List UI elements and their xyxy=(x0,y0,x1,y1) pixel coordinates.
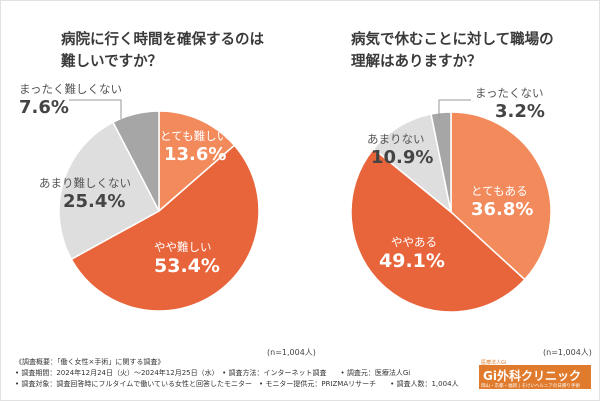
pie-1-slice-4 xyxy=(112,110,160,212)
slice-value: 36.8% xyxy=(471,199,534,220)
pie-2-slice-1 xyxy=(450,111,552,281)
pie-1-slice-2 xyxy=(70,144,260,312)
chart-2-annotation-3: あまりない 10.9% xyxy=(367,131,433,168)
survey-note-title: 《調査概要：「働く女性×手術」に関する調査》 xyxy=(15,358,165,366)
chart-2-n-label: (n=1,004人) xyxy=(543,348,592,357)
logo-name: Gi外科クリニック xyxy=(483,369,581,383)
slice-value: 53.4% xyxy=(154,255,220,277)
chart-1-annotation-1: とても難しい 13.6% xyxy=(160,128,228,165)
slice-value: 13.6% xyxy=(164,144,227,165)
slice-label: あまり難しくない xyxy=(39,176,131,190)
pie-chart-1 xyxy=(58,110,260,312)
pie-chart-2 xyxy=(350,111,552,313)
pie-2-slice-2 xyxy=(350,147,526,313)
pie-2-slice-3 xyxy=(372,113,453,214)
callout-line-2 xyxy=(438,99,471,119)
chart-2-title: 病気で休むことに対して職場の 理解はありますか？ xyxy=(351,32,554,70)
chart-1-annotation-3: あまり難しくない 25.4% xyxy=(39,175,131,212)
logo-tagline: 医療法人Gi xyxy=(481,360,507,366)
chart-1-annotation-4: まったく難しくない 7.6% xyxy=(19,81,122,118)
pie-1-slice-3 xyxy=(58,121,161,261)
pie-2-slice-4 xyxy=(430,111,452,213)
slice-value: 7.6% xyxy=(19,97,69,118)
slice-label: あまりない xyxy=(367,132,425,146)
slice-label: とてもある xyxy=(471,184,528,198)
chart-2-annotation-1: とてもある 36.8% xyxy=(471,183,533,220)
slice-label: まったく難しくない xyxy=(19,82,123,96)
chart-2-annotation-4: まったくない 3.2% xyxy=(475,85,545,122)
pie-1-slice-1 xyxy=(158,110,236,213)
slice-label: ややある xyxy=(391,235,437,249)
chart-1-annotation-2: やや難しい 53.4% xyxy=(154,239,220,277)
chart-1-n-label: (n=1,004人) xyxy=(267,348,316,357)
slice-label: やや難しい xyxy=(154,240,212,254)
slice-value: 10.9% xyxy=(371,147,434,168)
slice-value: 3.2% xyxy=(495,101,545,122)
survey-note-line: • 調査期間：2024年12月24日（火）〜2024年12月25日（水） • 調… xyxy=(15,369,411,377)
chart-2-annotation-2: ややある 49.1% xyxy=(379,234,445,272)
logo-sub: 岡山・京都・福岡 | そけいヘルニアの日帰り手術 xyxy=(481,384,580,389)
slice-value: 49.1% xyxy=(379,250,445,272)
survey-note-line: • 調査対象：調査回答時にフルタイムで働いている女性と回答したモニター • モニ… xyxy=(15,380,459,388)
chart-1-title: 病院に行く時間を確保するのは 難しいですか？ xyxy=(61,32,264,70)
logo-box xyxy=(479,365,591,389)
survey-notes: 《調査概要：「働く女性×手術」に関する調査》 • 調査期間：2024年12月24… xyxy=(15,357,475,390)
clinic-logo: 医療法人Gi Gi外科クリニック 岡山・京都・福岡 | そけいヘルニアの日帰り手… xyxy=(479,359,591,395)
callout-lines xyxy=(69,99,471,119)
callout-line-1 xyxy=(69,99,122,119)
slice-value: 25.4% xyxy=(63,191,126,212)
slice-label: まったくない xyxy=(475,86,544,100)
slice-label: とても難しい xyxy=(160,129,229,143)
